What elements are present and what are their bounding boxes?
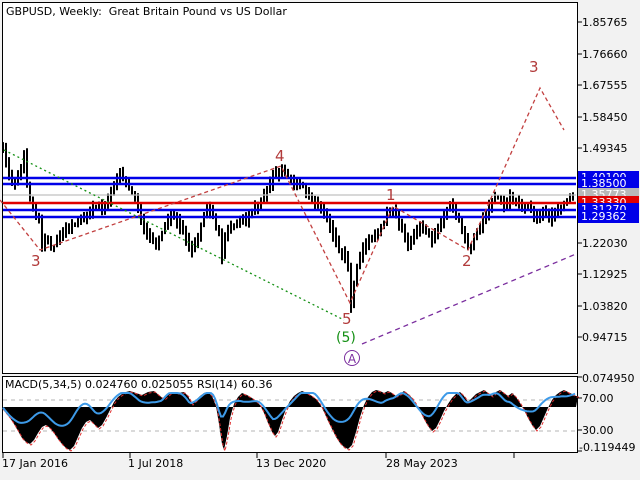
time-axis-label: 28 May 2023 [386, 457, 458, 470]
price-axis-label: 1.12925 [582, 268, 628, 281]
wave-label-5: 5 [342, 310, 352, 328]
price-level-chip: 1.29362 [578, 210, 639, 223]
macd-indicator-label: MACD(5,34,5) 0.024760 0.025055 RSI(14) 6… [5, 378, 273, 391]
wave-label-2: 2 [462, 252, 472, 270]
price-axis-label: 1.58450 [582, 111, 628, 124]
macd-axis-label: 30.00 [582, 424, 614, 437]
chart-title: GBPUSD, Weekly: Great Britain Pound vs U… [6, 5, 287, 18]
wave-label-4: 4 [275, 147, 285, 165]
price-axis-label: 1.03820 [582, 300, 628, 313]
price-axis-label: 1.76660 [582, 48, 628, 61]
price-axis-label: 1.85765 [582, 16, 628, 29]
wave-label-circled-a: A [344, 350, 360, 366]
wave-label-1: 1 [386, 186, 396, 204]
price-chart-panel[interactable] [2, 2, 578, 374]
time-axis-label: 1 Jul 2018 [128, 457, 184, 470]
macd-axis-label: 70.00 [582, 392, 614, 405]
wave-label-3-left: 3 [31, 252, 41, 270]
price-level-chip: 1.38500 [578, 177, 639, 190]
macd-axis-label: -0.119449 [579, 441, 636, 454]
time-axis-label: 17 Jan 2016 [2, 457, 68, 470]
price-axis-label: 1.67555 [582, 79, 628, 92]
price-axis-label: 0.94715 [582, 331, 628, 344]
time-axis-label: 13 Dec 2020 [256, 457, 327, 470]
wave-label-3-target: 3 [529, 58, 539, 76]
price-axis-label: 1.49345 [582, 142, 628, 155]
price-axis-label: 1.22030 [582, 237, 628, 250]
macd-axis-label: 0.074950 [582, 372, 635, 385]
wave-label-paren5: (5) [336, 330, 356, 346]
